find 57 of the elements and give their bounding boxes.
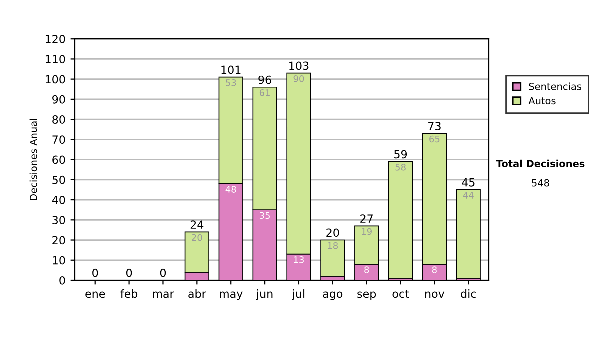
y-tick-label: 80: [52, 116, 66, 124]
x-tick-label: ene: [86, 292, 106, 298]
data-label: 61: [260, 90, 270, 96]
y-tick-label: 0: [60, 276, 66, 285]
data-label: 18: [328, 242, 338, 250]
y-tick-label: 70: [52, 136, 66, 144]
total-label: 24: [190, 220, 204, 229]
text: Total Decisiones: [496, 160, 585, 168]
data-label: 48: [226, 186, 236, 193]
x-tick-label: dic: [461, 290, 476, 298]
total-label: 59: [394, 150, 408, 159]
y-tick-label: 30: [52, 216, 66, 225]
x-tick-label: ago: [323, 292, 343, 300]
y-tick-label: 100: [46, 75, 66, 84]
y-tick-label: 60: [52, 156, 66, 164]
legend-label: Autos: [528, 97, 556, 105]
text: 548: [532, 179, 550, 187]
data-label: 19: [362, 228, 372, 236]
x-tick-label: oct: [392, 290, 410, 298]
data-label: 65: [430, 136, 440, 143]
data-label: 35: [260, 212, 270, 220]
total-label: 73: [428, 122, 441, 130]
x-tick-label: jun: [256, 290, 273, 300]
x-tick-label: sep: [358, 292, 376, 300]
total-label: 27: [360, 214, 373, 223]
y-tick-label: 120: [46, 35, 66, 44]
y-tick-label: 20: [52, 236, 66, 245]
total-label: 0: [126, 268, 132, 278]
total-label: 96: [258, 76, 272, 84]
y-tick-label: 90: [52, 95, 66, 104]
total-label: 45: [462, 178, 475, 187]
data-label: 8: [432, 266, 437, 274]
total-label: 0: [160, 268, 166, 278]
total-label: 103: [290, 62, 309, 70]
data-label: 53: [226, 79, 236, 86]
data-label: 58: [396, 164, 406, 171]
y-tick-label: 50: [52, 176, 66, 184]
total-label: 20: [326, 228, 340, 238]
x-tick-label: jul: [292, 290, 305, 300]
bar: [320, 240, 346, 277]
x-tick-label: abr: [188, 290, 206, 298]
x-tick-label: nov: [426, 292, 445, 298]
x-tick-label: mar: [153, 292, 174, 298]
y-tick-label: 110: [46, 55, 66, 64]
data-label: 44: [463, 192, 474, 199]
y-tick-label: 10: [53, 256, 66, 265]
y-axis-title: Decisiones Anual: [30, 119, 38, 200]
legend-label: Sentencias: [529, 82, 582, 90]
total-label: 101: [222, 66, 241, 74]
total-label: 0: [92, 268, 98, 278]
data-label: 8: [364, 266, 370, 274]
x-tick-label: may: [220, 292, 243, 300]
data-label: 13: [294, 256, 304, 264]
data-label: 90: [294, 75, 304, 82]
data-label: 20: [192, 234, 202, 242]
y-tick-label: 40: [52, 196, 66, 204]
x-tick-label: feb: [120, 290, 138, 298]
